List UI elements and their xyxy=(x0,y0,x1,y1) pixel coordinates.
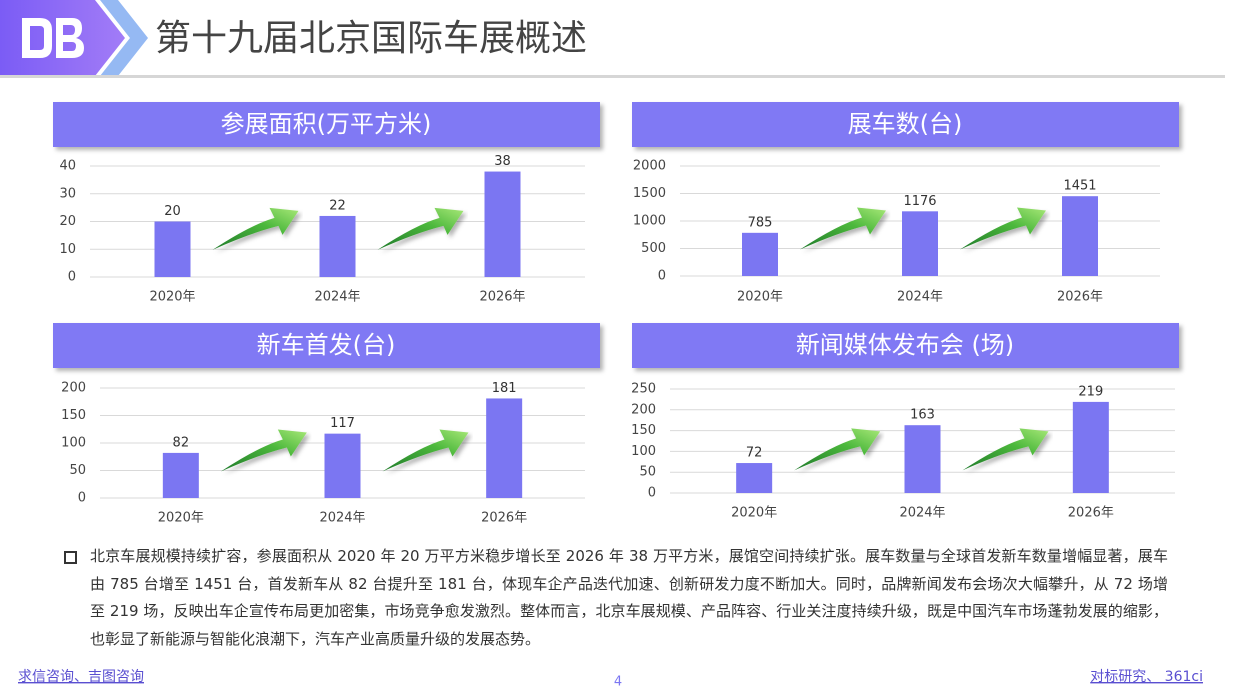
x-tick-label: 2026年 xyxy=(1068,506,1114,521)
y-tick-label: 10 xyxy=(59,242,76,257)
bar xyxy=(1072,401,1109,493)
trend-arrow xyxy=(220,429,307,472)
chart-title: 参展面积(万平方米) xyxy=(221,110,432,138)
y-tick-label: 100 xyxy=(61,436,86,451)
bar xyxy=(484,171,521,277)
header-rule xyxy=(0,75,1225,78)
x-tick-label: 2026年 xyxy=(481,511,527,526)
data-label: 20 xyxy=(164,204,181,219)
logo xyxy=(0,0,148,76)
y-tick-label: 1000 xyxy=(633,214,666,229)
y-tick-label: 200 xyxy=(631,402,656,417)
y-tick-label: 0 xyxy=(658,269,666,284)
x-tick-label: 2024年 xyxy=(897,290,943,305)
data-label: 38 xyxy=(494,154,511,169)
summary-text: 北京车展规模持续扩容，参展面积从 2020 年 20 万平方米稳步增长至 202… xyxy=(90,547,1168,648)
bar xyxy=(486,398,523,498)
y-tick-label: 40 xyxy=(59,159,76,174)
y-tick-label: 200 xyxy=(61,381,86,396)
bar xyxy=(162,452,199,498)
y-tick-label: 50 xyxy=(639,465,656,480)
y-tick-label: 150 xyxy=(61,408,86,423)
trend-arrow xyxy=(382,429,469,472)
page-title: 第十九届北京国际车展概述 xyxy=(155,18,587,59)
x-tick-label: 2024年 xyxy=(314,290,360,305)
x-tick-label: 2020年 xyxy=(158,511,204,526)
bullet xyxy=(64,551,77,564)
y-tick-label: 20 xyxy=(59,214,76,229)
chart-title: 展车数(台) xyxy=(848,110,963,138)
data-label: 181 xyxy=(492,381,517,396)
data-label: 1176 xyxy=(903,194,936,209)
data-label: 785 xyxy=(748,215,773,230)
chart-title-bar xyxy=(53,102,600,147)
bar xyxy=(904,425,941,493)
y-tick-label: 0 xyxy=(78,491,86,506)
bar xyxy=(319,215,356,277)
y-tick-label: 0 xyxy=(68,270,76,285)
page-number: 4 xyxy=(614,675,622,690)
chart-title-bar xyxy=(632,102,1179,147)
bar xyxy=(1062,196,1098,276)
trend-arrow xyxy=(794,428,881,471)
trend-arrow xyxy=(962,428,1049,471)
x-tick-label: 2024年 xyxy=(319,511,365,526)
x-tick-label: 2020年 xyxy=(737,290,783,305)
y-tick-label: 2000 xyxy=(633,159,666,174)
data-label: 22 xyxy=(329,198,346,213)
bar xyxy=(324,433,361,498)
chart-title-bar xyxy=(53,323,600,368)
y-tick-label: 50 xyxy=(69,463,86,478)
data-label: 219 xyxy=(1078,384,1103,399)
y-tick-label: 1500 xyxy=(633,186,666,201)
trend-arrow xyxy=(800,207,886,250)
y-tick-label: 500 xyxy=(641,241,666,256)
data-label: 1451 xyxy=(1063,179,1096,194)
chart-title-bar xyxy=(632,323,1179,368)
y-tick-label: 30 xyxy=(59,186,76,201)
data-label: 163 xyxy=(910,408,935,423)
chart-title: 新闻媒体发布会 (场) xyxy=(796,331,1014,359)
y-tick-label: 250 xyxy=(631,382,656,397)
y-tick-label: 0 xyxy=(648,486,656,501)
footer-left[interactable]: 求信咨询、吉图咨询 xyxy=(18,669,144,685)
trend-arrow xyxy=(377,207,464,250)
x-tick-label: 2024年 xyxy=(899,506,945,521)
bar xyxy=(736,463,773,493)
bar xyxy=(742,232,778,276)
footer-right[interactable]: 对标研究、 361ci xyxy=(1090,669,1203,685)
x-tick-label: 2020年 xyxy=(731,506,777,521)
x-tick-label: 2020年 xyxy=(149,290,195,305)
data-label: 117 xyxy=(330,416,355,431)
data-label: 72 xyxy=(746,446,763,461)
x-tick-label: 2026年 xyxy=(1057,290,1103,305)
data-label: 82 xyxy=(173,435,190,450)
trend-arrow xyxy=(212,207,299,250)
x-tick-label: 2026年 xyxy=(479,290,525,305)
y-tick-label: 100 xyxy=(631,444,656,459)
y-tick-label: 150 xyxy=(631,423,656,438)
chart-title: 新车首发(台) xyxy=(257,331,396,359)
bar xyxy=(154,221,191,277)
trend-arrow xyxy=(960,207,1046,250)
bar xyxy=(902,211,938,276)
